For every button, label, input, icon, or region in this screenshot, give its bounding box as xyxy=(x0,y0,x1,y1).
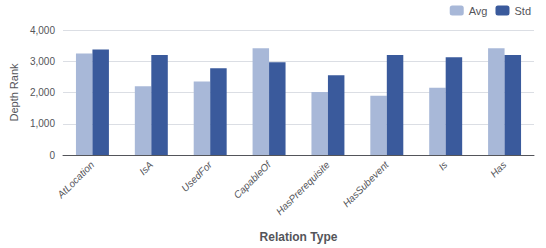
svg-text:HasPrerequisite: HasPrerequisite xyxy=(274,159,332,217)
svg-text:Depth Rank: Depth Rank xyxy=(8,63,20,122)
svg-text:Avg: Avg xyxy=(469,5,488,17)
svg-text:3,000: 3,000 xyxy=(30,56,55,67)
svg-text:UsedFor: UsedFor xyxy=(179,159,214,194)
svg-text:IsA: IsA xyxy=(137,159,155,177)
svg-text:4,000: 4,000 xyxy=(30,25,55,36)
svg-text:2,000: 2,000 xyxy=(30,87,55,98)
svg-text:CapableOf: CapableOf xyxy=(231,158,273,200)
svg-text:AtLocation: AtLocation xyxy=(54,159,96,201)
svg-text:Has: Has xyxy=(488,159,508,179)
svg-text:Std: Std xyxy=(514,5,531,17)
svg-text:0: 0 xyxy=(49,150,55,161)
svg-text:1,000: 1,000 xyxy=(30,118,55,129)
svg-text:HasSubevent: HasSubevent xyxy=(341,158,392,209)
svg-text:Is: Is xyxy=(436,159,449,172)
svg-text:Relation Type: Relation Type xyxy=(260,230,338,244)
